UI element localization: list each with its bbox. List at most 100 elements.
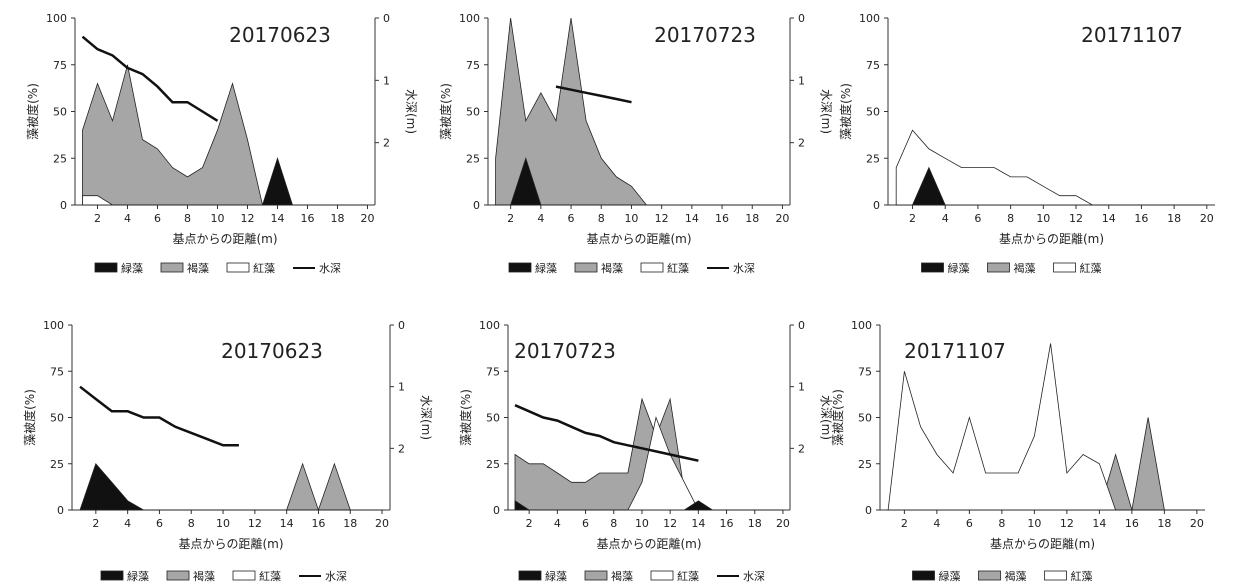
x-tick-label: 10 xyxy=(624,212,638,225)
legend-brown-swatch xyxy=(584,570,608,581)
x-tick-label: 8 xyxy=(598,212,605,225)
y-tick-label: 50 xyxy=(866,106,880,119)
y-tick-label: 25 xyxy=(466,152,480,165)
y-tick-label: 75 xyxy=(866,59,880,72)
legend-red-swatch xyxy=(226,262,250,273)
legend-red-label: 紅藻 xyxy=(667,262,689,275)
x-tick-label: 4 xyxy=(933,517,940,530)
legend-green-label: 緑藻 xyxy=(948,261,970,275)
x-tick-label: 4 xyxy=(537,212,544,225)
y2-tick-label: 1 xyxy=(798,381,805,394)
y-axis-label: 藻被度(%) xyxy=(438,83,453,140)
depth-line xyxy=(555,85,632,104)
x-tick-label: 12 xyxy=(655,212,669,225)
x-tick-label: 10 xyxy=(1036,212,1050,225)
x-tick-label: 12 xyxy=(248,517,262,530)
legend-brown-label: 褐藻 xyxy=(187,261,209,275)
y-tick-label: 25 xyxy=(858,458,872,471)
y-tick-label: 75 xyxy=(486,365,500,378)
legend-brown-swatch xyxy=(160,262,184,273)
x-tick-label: 18 xyxy=(745,212,759,225)
legend-red-swatch xyxy=(1053,262,1076,273)
x-tick-label: 14 xyxy=(691,517,705,530)
x-tick-label: 20 xyxy=(1200,212,1214,225)
depth-line xyxy=(81,35,219,122)
x-tick-label: 18 xyxy=(748,517,762,530)
legend-red-label: 紅藻 xyxy=(259,570,281,583)
y2-tick-label: 0 xyxy=(398,319,405,332)
chart-3: 0 25 50 75 100 2 4 6 8 10 12 14 16 18 20 藻被度(%) 20171107… xyxy=(838,12,1215,275)
area-brown xyxy=(82,64,368,206)
x-tick-label: 20 xyxy=(361,212,375,225)
legend-red-swatch xyxy=(232,570,256,581)
legend-green-swatch xyxy=(100,570,124,581)
y-tick-label: 50 xyxy=(466,106,480,119)
y-tick-label: 100 xyxy=(43,319,64,332)
y-tick-label: 50 xyxy=(486,412,500,425)
y-tick-label: 25 xyxy=(53,152,67,165)
chart-title: 20170623 xyxy=(221,339,323,363)
y2-tick-label: 0 xyxy=(383,12,390,25)
x-tick-label: 6 xyxy=(974,212,981,225)
x-tick-label: 6 xyxy=(154,212,161,225)
x-tick-label: 18 xyxy=(331,212,345,225)
x-tick-label: 12 xyxy=(663,517,677,530)
x-tick-label: 2 xyxy=(507,212,514,225)
chart-title: 20170723 xyxy=(654,23,756,47)
area-green xyxy=(495,157,783,206)
x-tick-label: 16 xyxy=(301,212,315,225)
y-tick-label: 0 xyxy=(873,199,880,212)
y-tick-label: 0 xyxy=(865,504,872,517)
legend-red-label: 紅藻 xyxy=(253,262,275,275)
area-green xyxy=(79,463,383,511)
legend-green-label: 緑藻 xyxy=(535,261,557,275)
x-tick-label: 8 xyxy=(184,212,191,225)
x-axis-label: 基点からの距離(m) xyxy=(596,537,701,551)
x-tick-label: 8 xyxy=(610,517,617,530)
y2-tick-label: 1 xyxy=(798,74,805,87)
y2-axis-label: 水深(m) xyxy=(419,395,433,440)
x-tick-label: 10 xyxy=(1027,517,1041,530)
y-tick-label: 100 xyxy=(859,12,880,25)
y-tick-label: 0 xyxy=(473,199,480,212)
depth-line xyxy=(514,404,699,462)
y2-tick-label: 0 xyxy=(798,12,805,25)
legend-brown-swatch xyxy=(574,262,598,273)
depth-line xyxy=(79,385,239,447)
y-tick-label: 0 xyxy=(493,504,500,517)
chart-title: 20170623 xyxy=(229,23,331,47)
x-tick-label: 2 xyxy=(94,212,101,225)
y-tick-label: 100 xyxy=(479,319,500,332)
x-tick-label: 10 xyxy=(216,517,230,530)
y2-axis-label: 水深(m) xyxy=(404,89,418,134)
x-tick-label: 4 xyxy=(942,212,949,225)
chart-title: 20171107 xyxy=(1081,23,1183,47)
legend-depth-label: 水深 xyxy=(743,570,765,583)
x-tick-label: 2 xyxy=(526,517,533,530)
legend-red-label: 紅藻 xyxy=(1071,570,1093,583)
x-tick-label: 2 xyxy=(901,517,908,530)
y-tick-label: 100 xyxy=(459,12,480,25)
y-tick-label: 75 xyxy=(53,59,67,72)
legend-depth-label: 水深 xyxy=(325,570,347,583)
legend-red-swatch xyxy=(1044,570,1067,581)
y-tick-label: 100 xyxy=(46,12,67,25)
x-tick-label: 20 xyxy=(776,517,790,530)
x-tick-label: 2 xyxy=(909,212,916,225)
legend-green-label: 緑藻 xyxy=(127,569,149,583)
area-red xyxy=(895,129,1207,206)
legend-green-swatch xyxy=(94,262,118,273)
y-tick-label: 75 xyxy=(858,365,872,378)
legend-green-label: 緑藻 xyxy=(545,569,567,583)
x-tick-label: 10 xyxy=(211,212,225,225)
y2-tick-label: 2 xyxy=(383,137,390,150)
y-tick-label: 0 xyxy=(57,504,64,517)
legend-green-label: 緑藻 xyxy=(939,569,961,583)
chart-title: 20170723 xyxy=(514,339,616,363)
y2-tick-label: 2 xyxy=(398,442,405,455)
x-tick-label: 18 xyxy=(343,517,357,530)
legend-green-swatch xyxy=(518,570,542,581)
